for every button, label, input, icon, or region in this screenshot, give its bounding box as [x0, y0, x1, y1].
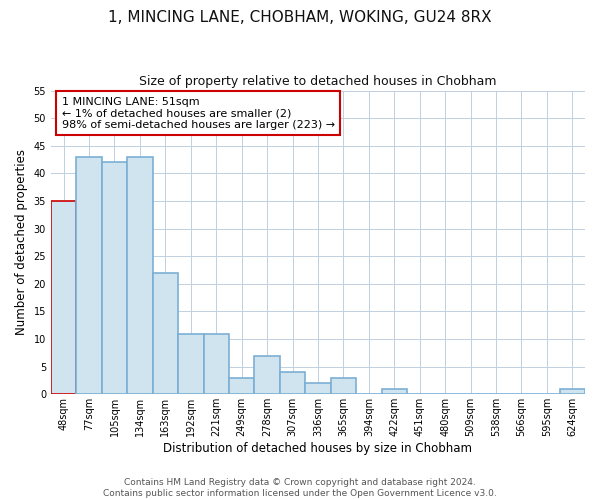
Bar: [305, 383, 331, 394]
Bar: [178, 334, 203, 394]
X-axis label: Distribution of detached houses by size in Chobham: Distribution of detached houses by size …: [163, 442, 472, 455]
Bar: [51, 201, 76, 394]
Bar: [76, 157, 102, 394]
Text: 1 MINCING LANE: 51sqm
← 1% of detached houses are smaller (2)
98% of semi-detach: 1 MINCING LANE: 51sqm ← 1% of detached h…: [62, 96, 335, 130]
Bar: [203, 334, 229, 394]
Bar: [560, 389, 585, 394]
Bar: [229, 378, 254, 394]
Bar: [331, 378, 356, 394]
Text: 1, MINCING LANE, CHOBHAM, WOKING, GU24 8RX: 1, MINCING LANE, CHOBHAM, WOKING, GU24 8…: [108, 10, 492, 25]
Bar: [280, 372, 305, 394]
Bar: [254, 356, 280, 395]
Y-axis label: Number of detached properties: Number of detached properties: [15, 150, 28, 336]
Bar: [382, 389, 407, 394]
Bar: [127, 157, 152, 394]
Bar: [102, 162, 127, 394]
Title: Size of property relative to detached houses in Chobham: Size of property relative to detached ho…: [139, 75, 497, 88]
Bar: [152, 273, 178, 394]
Text: Contains HM Land Registry data © Crown copyright and database right 2024.
Contai: Contains HM Land Registry data © Crown c…: [103, 478, 497, 498]
